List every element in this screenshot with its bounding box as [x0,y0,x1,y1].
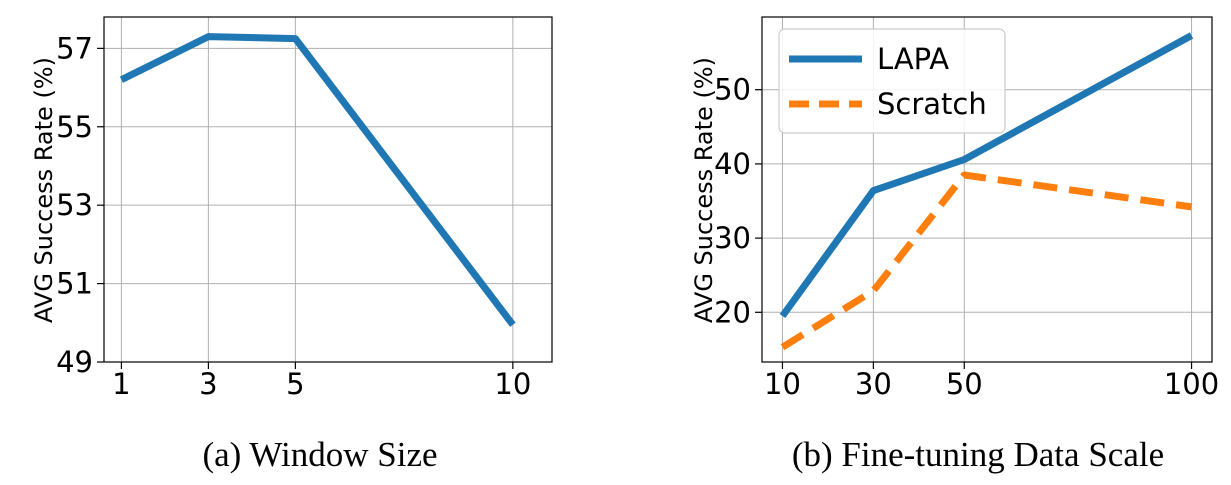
chart-b-ylabel: AVG Success Rate (%) [690,57,718,323]
chart-b-frame [761,16,1213,363]
y-tick-label: 51 [56,267,93,301]
series-line-series-0 [119,33,516,327]
y-tick-label: 57 [56,31,93,65]
y-tick-label: 53 [56,188,93,222]
x-tick-label: 10 [764,367,801,401]
y-tick-label: 30 [714,221,751,255]
chart-a: 1 3 5 10 49 51 53 55 57 AVG Success Rate (%) (a)… [30,16,553,474]
x-tick-label: 30 [855,367,892,401]
x-tick-label: 100 [1164,367,1219,401]
x-tick-label: 3 [199,367,217,401]
y-tick-label: 55 [56,110,93,144]
chart-a-caption: (a) Window Size [202,435,437,474]
legend-label-lapa: LAPA [877,42,949,76]
y-tick-label: 50 [714,73,751,107]
series-line-lapa [779,32,1194,319]
legend: LAPA Scratch [778,28,1006,134]
y-tick-label: 40 [714,147,751,181]
chart-a-ylabel: AVG Success Rate (%) [30,57,58,323]
y-tick-label: 20 [714,295,751,329]
chart-b-caption: (b) Fine-tuning Data Scale [792,435,1164,474]
x-tick-label: 5 [286,367,304,401]
y-tick-label: 49 [56,345,93,379]
chart-b: 10 30 50 100 20 30 40 50 AVG Success Rate (%) (… [690,16,1219,474]
chart-a-frame [103,16,553,363]
x-tick-label: 50 [946,367,983,401]
x-tick-label: 10 [494,367,531,401]
legend-label-scratch: Scratch [877,87,987,121]
series-line-scratch [780,171,1192,351]
x-tick-label: 1 [112,367,130,401]
